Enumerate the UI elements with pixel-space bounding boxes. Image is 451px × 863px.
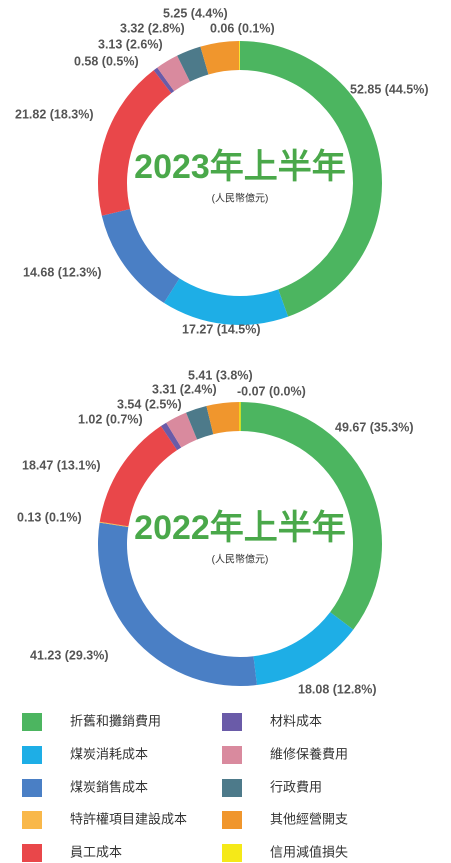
segment <box>98 522 257 686</box>
legend-label: 材料成本 <box>270 713 322 728</box>
segment <box>166 412 198 448</box>
legend-swatch <box>22 746 42 764</box>
segment <box>186 406 214 440</box>
chart-subtitle: (人民幣億元) <box>212 553 269 566</box>
legend-label: 煤炭銷售成本 <box>70 779 148 794</box>
segment <box>160 422 182 451</box>
segment <box>99 521 129 528</box>
segment <box>200 41 240 75</box>
legend-swatch <box>222 844 242 862</box>
value-label: 3.31 (2.4%) <box>152 382 217 396</box>
segment <box>240 41 382 317</box>
legend-label: 員工成本 <box>70 844 122 859</box>
legend-label: 信用減值損失 <box>270 844 348 859</box>
legend-swatch <box>22 713 42 731</box>
legend-swatch <box>222 746 242 764</box>
value-label: 1.02 (0.7%) <box>78 412 143 426</box>
value-label: 3.32 (2.8%) <box>120 21 185 35</box>
chart-title: 2023年上半年 <box>134 148 346 186</box>
segment <box>99 426 178 527</box>
legend-swatch <box>22 844 42 862</box>
legend-label: 其他經營開支 <box>270 811 348 826</box>
value-label: 3.54 (2.5%) <box>117 397 182 411</box>
legend-swatch <box>222 713 242 731</box>
segment <box>206 402 240 435</box>
chart-subtitle: (人民幣億元) <box>212 192 269 205</box>
value-label: 3.13 (2.6%) <box>98 37 163 51</box>
segment <box>153 67 175 94</box>
segment <box>101 209 180 303</box>
segment <box>239 41 240 71</box>
segment <box>157 55 190 92</box>
value-label: 41.23 (29.3%) <box>30 648 109 662</box>
value-label: 5.25 (4.4%) <box>163 6 228 20</box>
segment <box>240 402 382 630</box>
legend-swatch <box>22 811 42 829</box>
legend-label: 折舊和攤銷費用 <box>70 713 161 728</box>
value-label: 18.47 (13.1%) <box>22 458 101 472</box>
value-label: 17.27 (14.5%) <box>182 322 261 336</box>
legend-label: 特許權項目建設成本 <box>70 811 187 826</box>
value-label: 14.68 (12.3%) <box>23 265 102 279</box>
segment <box>177 46 209 82</box>
segment <box>98 70 172 216</box>
value-label: 49.67 (35.3%) <box>335 420 414 434</box>
value-label: 0.06 (0.1%) <box>210 21 275 35</box>
legend-label: 維修保養費用 <box>270 746 348 761</box>
value-label: 0.58 (0.5%) <box>74 54 139 68</box>
legend-swatch <box>22 779 42 797</box>
legend-swatch <box>222 811 242 829</box>
chart-title: 2022年上半年 <box>134 509 346 547</box>
value-label: 21.82 (18.3%) <box>15 107 94 121</box>
value-label: -0.07 (0.0%) <box>237 384 306 398</box>
segment <box>163 278 289 325</box>
legend-label: 行政費用 <box>270 779 322 794</box>
value-label: 52.85 (44.5%) <box>350 82 429 96</box>
value-label: 0.13 (0.1%) <box>17 510 82 524</box>
value-label: 18.08 (12.8%) <box>298 682 377 696</box>
segment <box>253 612 354 685</box>
legend-swatch <box>222 779 242 797</box>
legend-label: 煤炭消耗成本 <box>70 746 148 761</box>
value-label: 5.41 (3.8%) <box>188 368 253 382</box>
